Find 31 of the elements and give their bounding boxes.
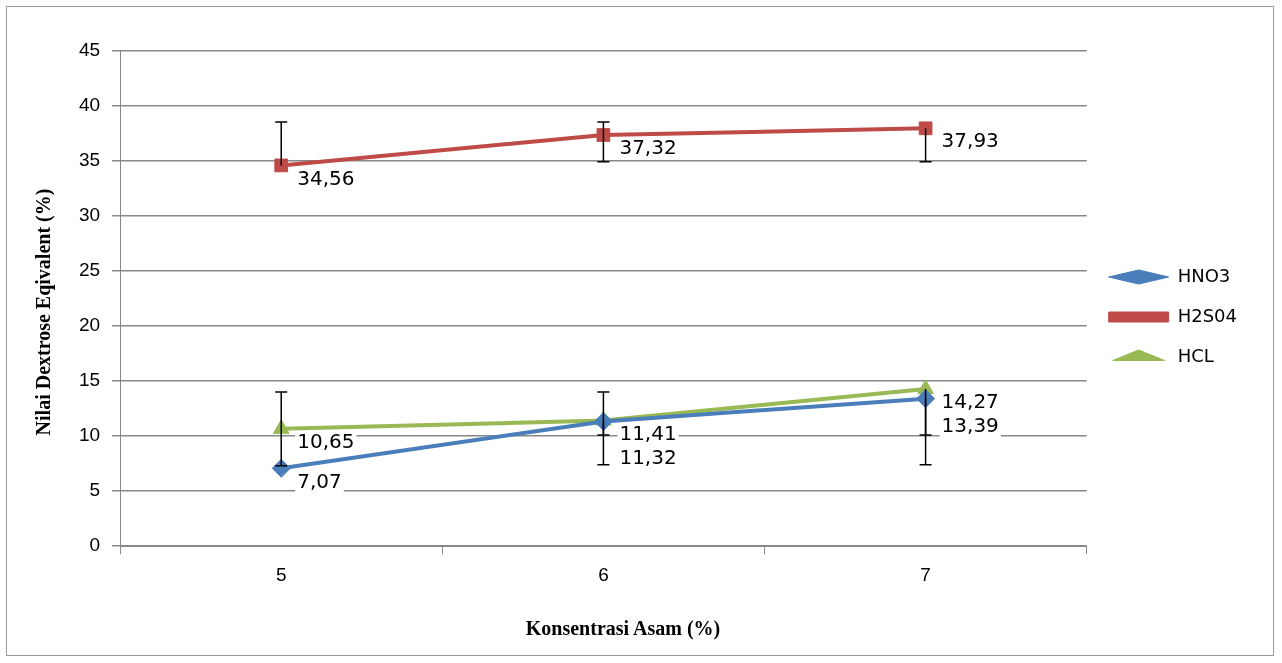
y-axis-title: Nilai Dextrose Eqivalent (%) — [31, 188, 55, 436]
data-label: 11,32 — [619, 444, 677, 469]
point — [918, 121, 933, 136]
data-label: 37,32 — [619, 135, 677, 160]
y-tick-label: 15 — [78, 369, 101, 391]
data-label: 14,27 — [941, 389, 999, 414]
y-tick-label: 5 — [89, 479, 101, 501]
x-tick-label: 6 — [598, 563, 609, 585]
point — [596, 128, 611, 142]
legend-label: HCL — [1177, 344, 1214, 366]
point — [593, 411, 613, 431]
data-label: 13,39 — [941, 413, 999, 438]
data-label: 7,07 — [297, 468, 342, 493]
y-tick-label: 25 — [78, 258, 101, 280]
x-tick-label: 5 — [275, 563, 287, 585]
x-tick-label: 7 — [920, 563, 931, 585]
data-label: 11,41 — [619, 420, 677, 445]
x-axis-title: Konsentrasi Asam (%) — [525, 617, 721, 640]
y-tick-label: 20 — [78, 314, 101, 336]
y-tick-label: 10 — [78, 424, 101, 446]
y-tick-label: 35 — [78, 148, 101, 170]
y-tick-label: 45 — [78, 38, 101, 60]
data-label: 10,65 — [297, 429, 355, 454]
data-label: 37,93 — [941, 128, 999, 153]
y-tick-label: 0 — [89, 534, 101, 556]
legend-label: HNO3 — [1177, 264, 1231, 286]
point — [274, 158, 289, 173]
y-tick-label: 40 — [78, 93, 101, 115]
y-tick-label: 30 — [78, 203, 101, 225]
data-label: 34,56 — [297, 165, 355, 190]
legend-label: H2S04 — [1177, 304, 1238, 326]
